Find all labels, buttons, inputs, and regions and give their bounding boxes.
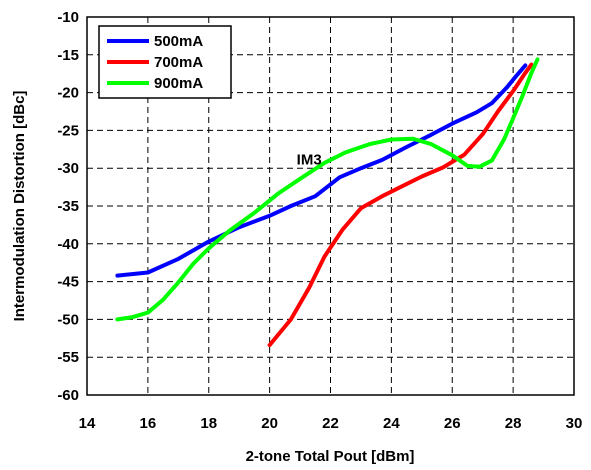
series-line-900mA — [115, 57, 540, 322]
legend-label: 900mA — [154, 75, 203, 92]
series-lines — [115, 57, 540, 348]
annotation-label: IM3 — [297, 151, 322, 168]
y-tick-label: -60 — [57, 387, 79, 404]
y-tick-label: -15 — [57, 47, 79, 64]
x-tick-label: 18 — [200, 415, 217, 432]
y-tick-label: -55 — [57, 349, 79, 366]
x-tick-label: 14 — [79, 415, 96, 432]
tick-labels: 14 16 18 20 22 24 26 28 30 -10 -15 -20 -25 -30 -35 -40 -… — [57, 9, 582, 432]
x-axis-title: 2-tone Total Pout [dBm] — [246, 448, 415, 465]
y-axis-title: Intermodulation Distortion [dBc] — [11, 91, 28, 322]
legend: 500mA 700mA 900mA — [98, 25, 232, 99]
x-tick-label: 20 — [261, 415, 278, 432]
x-tick-label: 16 — [140, 415, 157, 432]
y-tick-label: -40 — [57, 236, 79, 253]
x-tick-label: 22 — [322, 415, 339, 432]
plot-frame — [86, 16, 575, 396]
grid-lines — [87, 17, 574, 395]
y-tick-label: -45 — [57, 274, 79, 291]
y-tick-label: -10 — [57, 9, 79, 26]
annotations: IM3 — [297, 151, 322, 168]
y-tick-label: -35 — [57, 198, 79, 215]
legend-label: 500mA — [154, 33, 203, 50]
x-tick-label: 26 — [444, 415, 461, 432]
x-tick-label: 30 — [566, 415, 583, 432]
legend-label: 700mA — [154, 54, 203, 71]
series-line-500mA — [115, 63, 528, 278]
y-tick-label: -50 — [57, 311, 79, 328]
y-tick-label: -30 — [57, 160, 79, 177]
y-tick-label: -25 — [57, 122, 79, 139]
y-tick-label: -20 — [57, 85, 79, 102]
x-tick-label: 28 — [505, 415, 522, 432]
series-line-700mA — [267, 62, 534, 348]
x-tick-label: 24 — [383, 415, 400, 432]
